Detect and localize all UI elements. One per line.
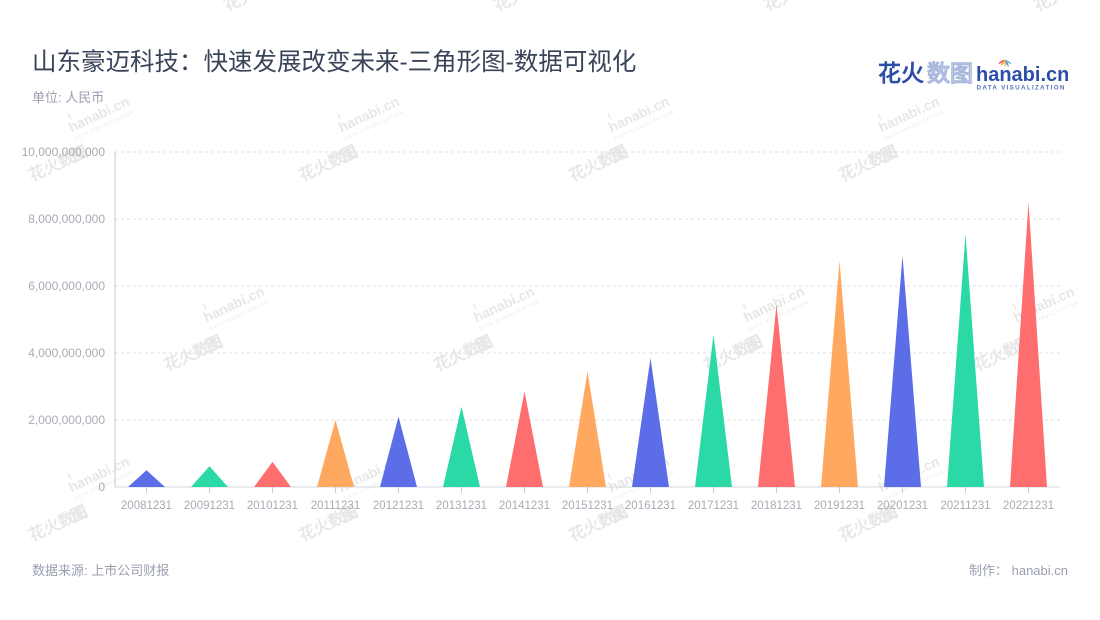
svg-text:6,000,000,000: 6,000,000,000 (28, 279, 105, 293)
svg-text:20081231: 20081231 (121, 500, 172, 512)
svg-text:20221231: 20221231 (1003, 500, 1054, 512)
svg-text:20121231: 20121231 (373, 500, 424, 512)
svg-text:20091231: 20091231 (184, 500, 235, 512)
svg-text:20141231: 20141231 (499, 500, 550, 512)
svg-text:20131231: 20131231 (436, 500, 487, 512)
svg-text:20161231: 20161231 (625, 500, 676, 512)
svg-text:20151231: 20151231 (562, 500, 613, 512)
svg-text:20191231: 20191231 (814, 500, 865, 512)
svg-text:8,000,000,000: 8,000,000,000 (28, 212, 105, 226)
svg-text:20111231: 20111231 (311, 500, 360, 512)
svg-text:20171231: 20171231 (688, 500, 739, 512)
svg-text:10,000,000,000: 10,000,000,000 (22, 145, 106, 159)
svg-text:2,000,000,000: 2,000,000,000 (28, 413, 105, 427)
svg-text:20201231: 20201231 (877, 500, 928, 512)
svg-text:4,000,000,000: 4,000,000,000 (28, 346, 105, 360)
svg-text:20101231: 20101231 (247, 500, 298, 512)
svg-text:0: 0 (98, 480, 105, 494)
svg-text:20211231: 20211231 (940, 500, 990, 512)
svg-text:20181231: 20181231 (751, 500, 802, 512)
